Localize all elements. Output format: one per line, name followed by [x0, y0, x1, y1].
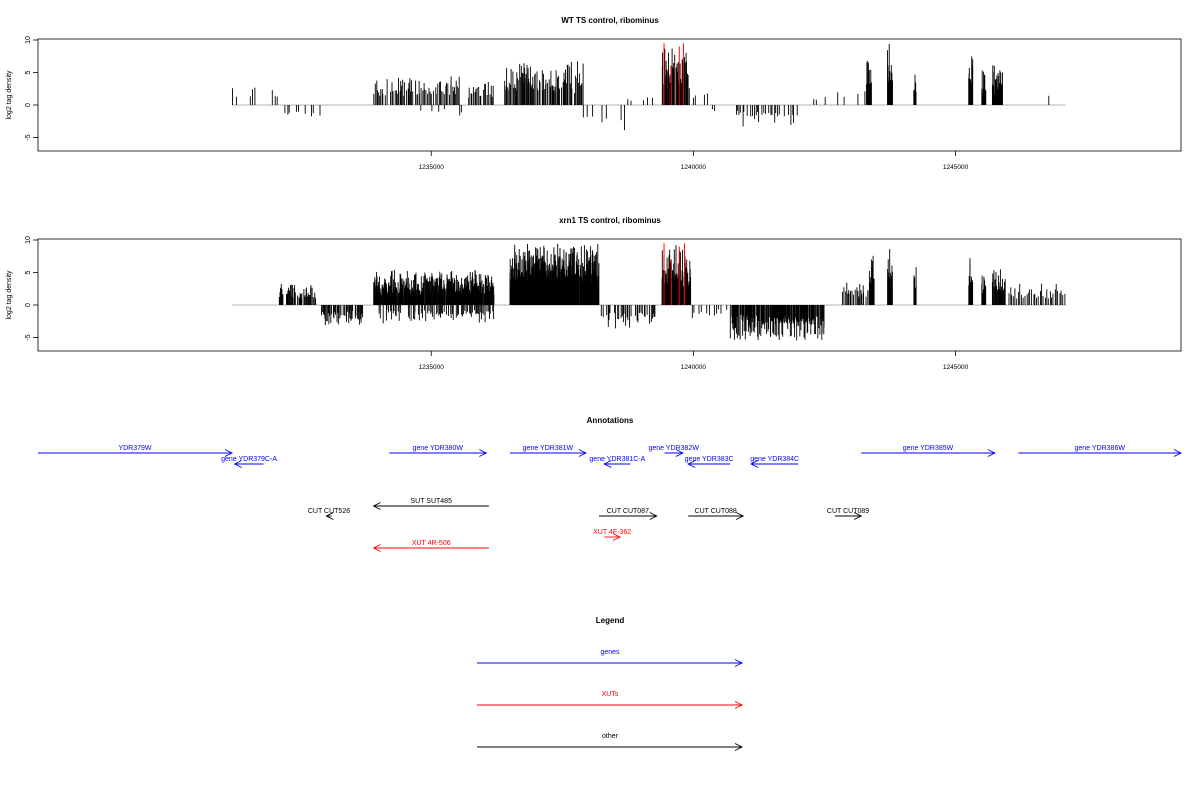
feature-label: gene YDR386W	[1074, 445, 1125, 452]
feature-label: CUT CUT088	[695, 508, 737, 515]
feature-label: gene YDR382W	[648, 445, 699, 452]
wt-plot-frame	[37, 38, 1182, 152]
feature-other: SUT SUT485	[372, 498, 489, 510]
feature-gene: gene YDR385W	[861, 445, 996, 457]
legend-panel: Legend genes XUTs other	[477, 616, 744, 751]
wt-ytick-label: 0	[25, 103, 32, 107]
feature-label: SUT SUT485	[410, 498, 452, 505]
legend-title: Legend	[596, 616, 625, 625]
feature-other: CUT CUT088	[688, 508, 745, 520]
xrn1-x-axis: 1235000 1240000 1245000	[419, 351, 969, 371]
xrn1-xtick-label: 1235000	[419, 364, 445, 371]
legend-item: XUTs	[477, 691, 744, 709]
feature-label: gene YDR380W	[413, 445, 464, 452]
legend-label: genes	[600, 649, 620, 656]
xrn1-ytick-label: -5	[25, 334, 32, 340]
feature-arrow-head	[372, 544, 381, 552]
wt-track-title: WT TS control, ribominus	[561, 16, 659, 25]
feature-other: CUT CUT526	[308, 508, 350, 520]
feature-arrow-head	[612, 533, 621, 541]
feature-label: gene YDR381C-A	[589, 456, 645, 463]
feature-label: CUT CUT526	[308, 508, 350, 515]
feature-label: gene YDR381W	[523, 445, 574, 452]
feature-arrow-head	[325, 512, 334, 520]
feature-arrow-head	[603, 460, 612, 468]
feature-label: XUT 4R-506	[412, 540, 451, 547]
xrn1-ytick-label: 10	[25, 236, 32, 244]
feature-label: gene YDR383C	[685, 456, 734, 463]
feature-gene: gene YDR386W	[1018, 445, 1183, 457]
xrn1-y-axis: 10 5 0 -5	[25, 236, 38, 341]
wt-x-axis: 1235000 1240000 1245000	[419, 151, 969, 171]
legend-items: genes XUTs other	[477, 649, 744, 751]
annotation-features: YDR379W gene YDR379C-A gene YDR380W gene YD…	[38, 445, 1183, 552]
legend-label: XUTs	[602, 691, 619, 698]
feature-label: YDR379W	[118, 445, 151, 452]
wt-track-ylabel: log2 tag density	[6, 70, 13, 120]
annotations-panel: Annotations YDR379W gene YDR379C-A gene YD…	[38, 416, 1183, 552]
feature-gene: gene YDR381C-A	[589, 456, 646, 468]
feature-label: XUT 4F-362	[593, 529, 631, 536]
feature-arrow-head	[687, 460, 696, 468]
xrn1-xtick-label: 1240000	[681, 364, 707, 371]
feature-label: gene YDR384C	[750, 456, 799, 463]
feature-label: gene YDR379C-A	[221, 456, 277, 463]
feature-gene: gene YDR383C	[685, 456, 734, 468]
feature-arrow-head	[1173, 449, 1183, 457]
wt-ytick-label: 5	[25, 70, 32, 74]
feature-arrow-head	[735, 512, 745, 520]
xrn1-track-ylabel: log2 tag density	[6, 270, 13, 320]
legend-arrow-head	[734, 743, 744, 751]
wt-xtick-label: 1235000	[419, 164, 445, 171]
legend-item: other	[477, 733, 744, 751]
xrn1-plot-frame	[37, 238, 1182, 352]
wt-bars	[231, 43, 1066, 131]
feature-arrow-head	[649, 512, 658, 520]
feature-label: CUT CUT089	[827, 508, 869, 515]
feature-arrow-head	[675, 449, 684, 457]
feature-gene: gene YDR382W	[648, 445, 699, 457]
feature-label: gene YDR385W	[903, 445, 954, 452]
feature-arrow-head	[853, 512, 863, 520]
wt-y-axis: 10 5 0 -5	[25, 36, 38, 141]
feature-arrow-head	[987, 449, 996, 457]
feature-arrow-head	[578, 449, 587, 457]
xrn1-track-title: xrn1 TS control, ribominus	[559, 216, 661, 225]
xrn1-bars	[231, 243, 1066, 341]
legend-arrow-head	[734, 701, 744, 709]
wt-ytick-label: -5	[25, 134, 32, 140]
feature-other: CUT CUT089	[827, 508, 869, 520]
feature-arrow-head	[224, 449, 234, 457]
feature-gene: gene YDR381W	[509, 445, 587, 457]
xrn1-xtick-label: 1245000	[943, 364, 969, 371]
feature-arrow-head	[750, 460, 759, 468]
wt-xtick-label: 1240000	[681, 164, 707, 171]
wt-xtick-label: 1245000	[943, 164, 969, 171]
feature-gene: YDR379W	[38, 445, 234, 457]
feature-gene: gene YDR380W	[389, 445, 488, 457]
wt-track-panel: WT TS control, ribominus log2 tag densit…	[6, 16, 1182, 171]
xrn1-track-panel: xrn1 TS control, ribominus log2 tag dens…	[6, 216, 1182, 371]
legend-arrow-head	[734, 659, 744, 667]
xrn1-ytick-label: 0	[25, 303, 32, 307]
feature-xut: XUT 4R-506	[372, 540, 489, 552]
xrn1-ytick-label: 5	[25, 270, 32, 274]
feature-label: CUT CUT087	[607, 508, 649, 515]
feature-other: CUT CUT087	[599, 508, 658, 520]
legend-label: other	[602, 733, 619, 740]
feature-gene: gene YDR379C-A	[221, 456, 277, 468]
feature-arrow-head	[372, 502, 381, 510]
feature-arrow-head	[479, 449, 488, 457]
legend-item: genes	[477, 649, 744, 667]
feature-arrow-head	[233, 460, 242, 468]
feature-gene: gene YDR384C	[750, 456, 799, 468]
annotations-title: Annotations	[587, 416, 634, 425]
feature-xut: XUT 4F-362	[593, 529, 631, 541]
wt-ytick-label: 10	[25, 36, 32, 44]
